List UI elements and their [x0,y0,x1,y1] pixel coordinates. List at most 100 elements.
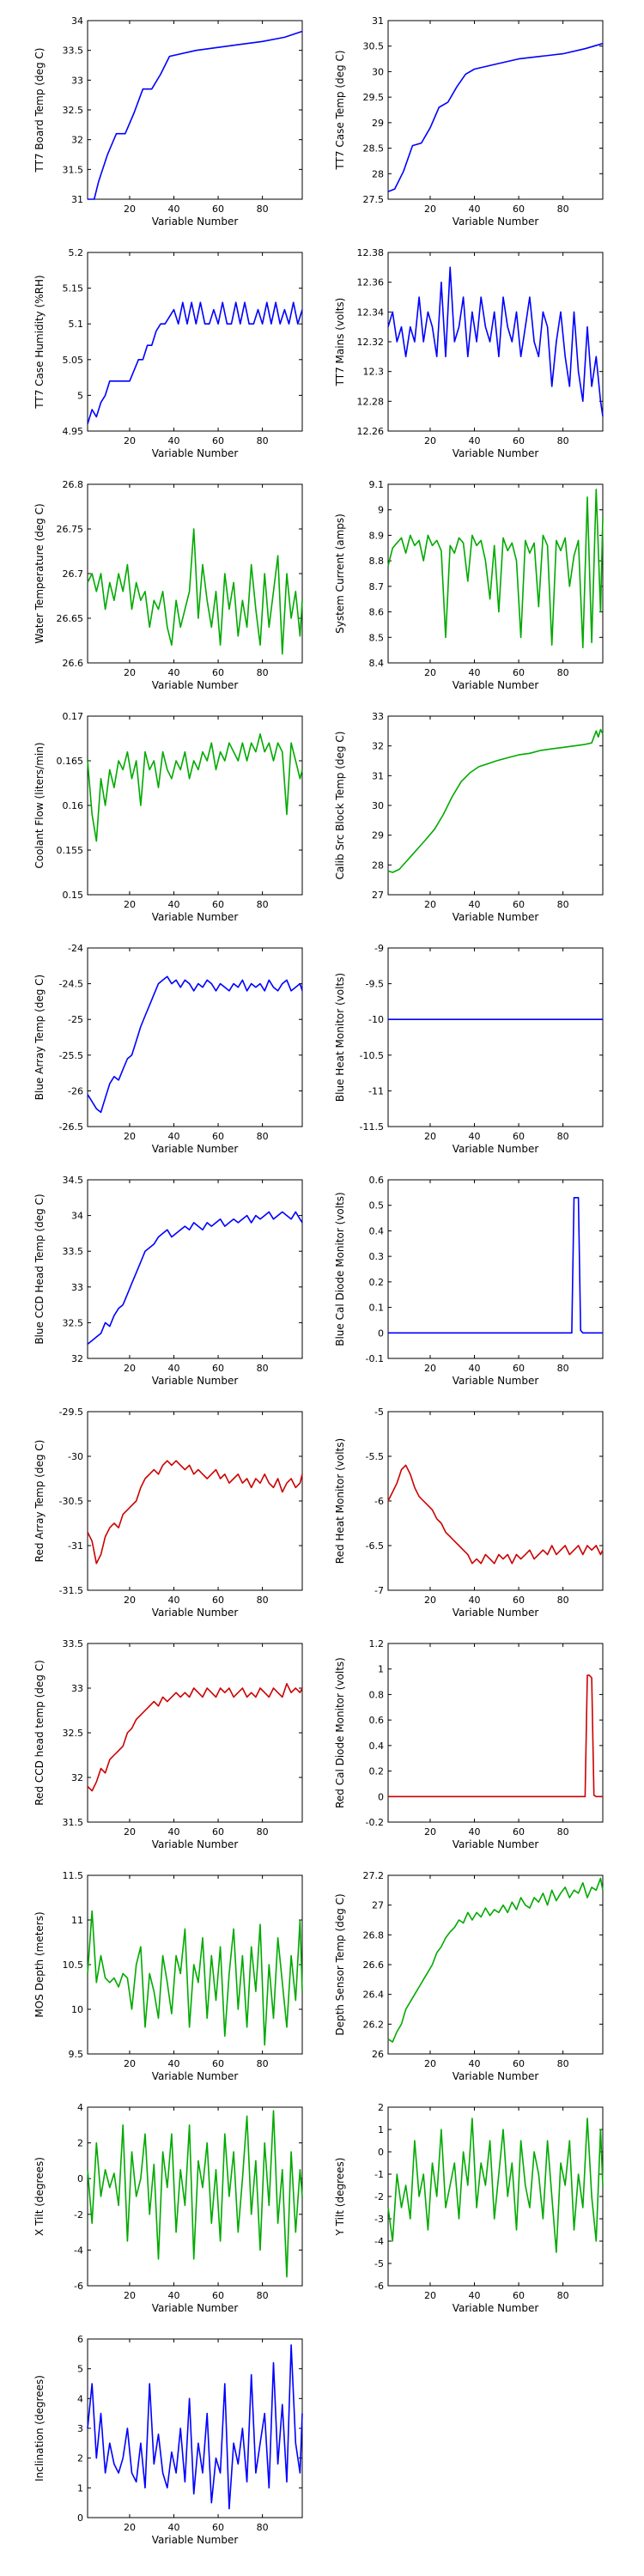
x-tick-label: 40 [469,2058,481,2069]
plot-frame [87,1411,303,1591]
y-tick-label: -11 [368,1085,384,1097]
y-tick-label: -24.5 [59,979,83,990]
x-tick-label: 20 [124,2058,136,2069]
plot-frame [387,20,604,200]
x-tick-label: 40 [469,1595,481,1606]
y-tick-label: -30.5 [59,1496,83,1507]
y-tick-label: 33.5 [63,1246,84,1257]
y-tick-label: 31.5 [63,1817,84,1828]
x-axis-label: Variable Number [152,447,239,459]
x-tick-label: 80 [257,2058,269,2069]
plot-frame [87,715,303,896]
y-tick-label: -3 [374,2214,384,2225]
x-tick-label: 20 [424,435,436,447]
y-axis-label: System Current (amps) [334,513,346,634]
x-tick-label: 80 [557,667,569,678]
x-tick-label: 60 [212,2290,224,2301]
y-tick-label: 10.5 [63,1959,84,1971]
plot-frame [387,947,604,1127]
y-tick-label: 31.5 [63,164,84,175]
y-tick-label: -6 [374,1496,384,1507]
x-tick-label: 80 [257,1595,269,1606]
x-tick-label: 80 [557,1131,569,1142]
y-tick-label: 8.9 [369,530,385,541]
y-tick-label: -2 [74,2209,83,2221]
y-tick-label: 0.155 [57,845,84,856]
y-tick-label: 0.6 [369,1715,385,1726]
y-axis-label: Coolant Flow (liters/min) [33,742,46,868]
chart-panel: 0.15 0.155 0.16 0.165 0.17 20 40 60 80 Variable N… [33,711,303,923]
y-tick-label: 28 [372,168,384,179]
x-tick-label: 80 [257,1826,269,1838]
y-tick-label: 0 [77,2512,83,2524]
y-tick-label: 0.3 [369,1251,385,1262]
y-axis-label: Blue CCD Head Temp (deg C) [33,1194,46,1344]
chart-panel: -6 -4 -2 0 2 4 20 40 60 80 Variable Number X Tilt (… [33,2102,303,2314]
plot-frame [387,483,604,664]
y-tick-label: 12.26 [357,426,385,437]
y-tick-label: 26.65 [57,613,84,624]
x-tick-label: 40 [469,1131,481,1142]
x-axis-label: Variable Number [152,911,239,923]
y-tick-label: 31 [372,770,384,781]
y-tick-label: 0 [378,2147,384,2158]
plot-frame [87,483,303,664]
x-tick-label: 60 [513,899,525,910]
y-tick-label: 29 [372,118,384,129]
x-axis-label: Variable Number [453,1607,539,1619]
y-axis-label: X Tilt (degrees) [33,2157,46,2236]
x-tick-label: 40 [168,1826,180,1838]
y-tick-label: -6.5 [366,1540,384,1552]
y-tick-label: 11.5 [63,1870,84,1881]
x-tick-label: 20 [124,1363,136,1374]
plot-frame [387,715,604,896]
y-axis-label: Water Temperature (deg C) [33,503,46,643]
y-tick-label: 11 [71,1915,83,1926]
x-tick-label: 60 [212,1826,224,1838]
series-line [387,2117,604,2253]
y-tick-label: 0 [77,2173,83,2184]
x-axis-label: Variable Number [453,679,539,691]
y-tick-label: -5 [374,1406,384,1418]
chart-panel: 27 28 29 30 31 32 33 20 40 60 80 Variable Number Cal… [334,711,604,923]
chart-panel: -0.2 0 0.2 0.4 0.6 0.8 1 1.2 20 40 60 80 Variable Nu… [334,1638,604,1850]
y-tick-label: 32.5 [63,105,84,116]
series-line [387,266,604,416]
x-axis-label: Variable Number [152,2302,239,2314]
y-tick-label: -11.5 [360,1121,384,1133]
series-line [87,1211,303,1346]
y-tick-label: -1 [374,2169,384,2180]
series-line [387,728,604,873]
y-tick-label: -30 [68,1451,83,1462]
plot-frame [87,252,303,432]
series-line [87,301,303,424]
y-tick-label: -24 [68,943,83,954]
y-tick-label: 12.32 [357,337,385,348]
x-tick-label: 60 [212,899,224,910]
x-tick-label: 20 [124,899,136,910]
x-tick-label: 20 [424,2058,436,2069]
x-tick-label: 80 [557,435,569,447]
y-tick-label: 0.2 [369,1766,385,1777]
y-tick-label: -5 [374,2258,384,2269]
y-tick-label: 12.36 [357,277,385,289]
y-tick-label: -0.2 [366,1817,384,1828]
x-axis-label: Variable Number [453,1838,539,1850]
series-line [87,2110,303,2278]
plot-frame [387,2106,604,2287]
y-tick-label: 8.5 [369,632,385,643]
x-tick-label: 20 [424,1595,436,1606]
y-tick-label: -4 [374,2236,384,2247]
plot-frame [87,947,303,1127]
x-tick-label: 40 [168,2290,180,2301]
x-axis-label: Variable Number [152,679,239,691]
plot-frame [387,1643,604,1823]
x-tick-label: 40 [168,1131,180,1142]
series-line [87,1910,303,2046]
x-axis-label: Variable Number [453,1143,539,1155]
plot-frame [387,1411,604,1591]
x-tick-label: 40 [168,1595,180,1606]
y-tick-label: 27 [372,1900,384,1911]
x-tick-label: 80 [257,667,269,678]
